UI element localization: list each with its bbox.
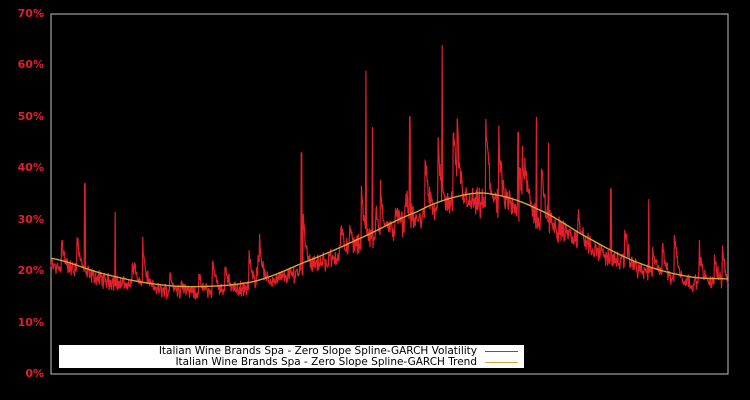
y-tick-label: 40% [17,161,44,175]
legend-label-volatility: Italian Wine Brands Spa - Zero Slope Spl… [158,345,477,357]
y-tick-label: 50% [17,109,44,123]
volatility-series-line [50,44,729,300]
legend-item-volatility: Italian Wine Brands Spa - Zero Slope Spl… [159,345,518,357]
legend-swatch-trend [485,361,518,363]
legend-label-trend: Italian Wine Brands Spa - Zero Slope Spl… [175,356,477,368]
legend: Italian Wine Brands Spa - Zero Slope Spl… [59,345,524,368]
plot-area [50,13,729,375]
y-tick-label: 30% [17,212,44,226]
y-tick-label: 70% [17,7,44,20]
trend-series-line [50,192,729,288]
y-tick-label: 20% [17,264,44,278]
legend-item-trend: Italian Wine Brands Spa - Zero Slope Spl… [175,356,518,368]
legend-swatch-volatility [485,350,518,352]
y-tick-label: 10% [17,315,44,329]
y-tick-label: 0% [25,367,44,380]
y-tick-label: 60% [17,58,44,72]
